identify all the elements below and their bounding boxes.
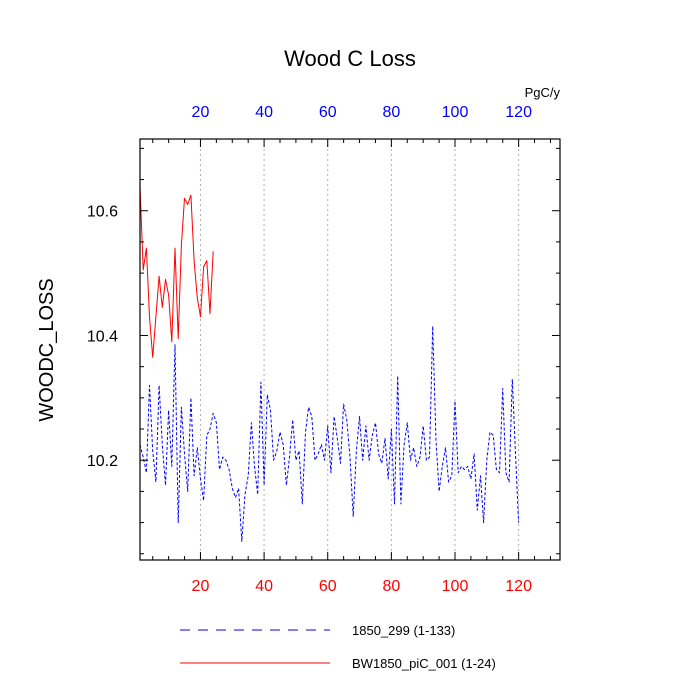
x-tick-label-bottom: 40 xyxy=(255,578,273,595)
x-tick-label-bottom: 100 xyxy=(442,578,469,595)
x-tick-label-bottom: 120 xyxy=(505,578,532,595)
chart-title: Wood C Loss xyxy=(284,46,416,71)
x-tick-label-top: 80 xyxy=(382,104,400,121)
x-tick-label-top: 100 xyxy=(442,104,469,121)
x-tick-label-top: 40 xyxy=(255,104,273,121)
x-tick-label-top: 120 xyxy=(505,104,532,121)
tick-labels: 20 20 40 40 60 60 80 80 100 100 120 120 10.2 10.4 10.6 xyxy=(87,104,532,595)
y-tick-label: 10.2 xyxy=(87,453,118,470)
y-tick-label: 10.6 xyxy=(87,204,118,221)
legend-label-1: 1850_299 (1-133) xyxy=(352,623,455,638)
y-axis-label: WOODC_LOSS xyxy=(36,278,58,421)
y-tick-label: 10.4 xyxy=(87,328,118,345)
series-line-2 xyxy=(139,185,214,358)
x-tick-label-bottom: 60 xyxy=(319,578,337,595)
legend: 1850_299 (1-133) BW1850_piC_001 (1-24) xyxy=(180,623,496,671)
x-tick-label-bottom: 80 xyxy=(382,578,400,595)
grid-lines xyxy=(199,139,520,560)
x-tick-label-top: 20 xyxy=(192,104,210,121)
axis-ticks xyxy=(140,139,560,560)
plot-frame xyxy=(139,138,561,561)
series-line-1 xyxy=(139,325,520,542)
x-tick-label-top: 60 xyxy=(319,104,337,121)
plot-series xyxy=(139,185,520,542)
x-tick-label-bottom: 20 xyxy=(192,578,210,595)
units-label: PgC/y xyxy=(525,85,561,100)
legend-label-2: BW1850_piC_001 (1-24) xyxy=(352,656,496,671)
